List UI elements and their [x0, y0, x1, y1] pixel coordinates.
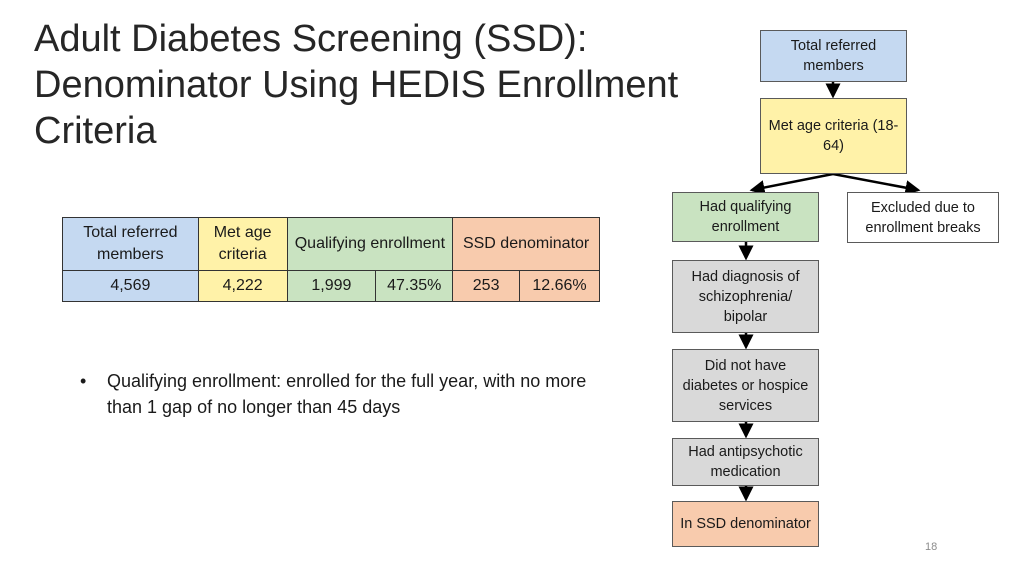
flow-box-excluded: Excluded due to enrollment breaks [847, 192, 999, 243]
flow-box-diagnosis: Had diagnosis of schizophrenia/ bipolar [672, 260, 819, 333]
title-line-3: Criteria [34, 110, 157, 152]
table-value-row: 4,569 4,222 1,999 47.35% 253 12.66% [62, 270, 600, 302]
title-line-1: Adult Diabetes Screening (SSD): [34, 18, 588, 60]
flow-box-no-diabetes: Did not have diabetes or hospice service… [672, 349, 819, 422]
value-total-referred: 4,569 [62, 270, 199, 302]
table-header-row: Total referred members Met age criteria … [62, 217, 600, 271]
value-qualifying-percent: 47.35% [375, 270, 454, 302]
title-line-2: Denominator Using HEDIS Enrollment [34, 64, 679, 106]
flow-box-antipsychotic: Had antipsychotic medication [672, 438, 819, 486]
header-met-age: Met age criteria [197, 217, 288, 271]
flow-box-met-age: Met age criteria (18-64) [760, 98, 907, 174]
value-ssd-count: 253 [452, 270, 521, 302]
flow-box-ssd-denominator: In SSD denominator [672, 501, 819, 547]
value-met-age: 4,222 [197, 270, 288, 302]
value-ssd-percent: 12.66% [519, 270, 600, 302]
summary-table: Total referred members Met age criteria … [62, 217, 600, 302]
slide-title: Adult Diabetes Screening (SSD): Denomina… [34, 16, 724, 154]
value-qualifying-count: 1,999 [286, 270, 377, 302]
header-ssd-denominator: SSD denominator [452, 217, 600, 271]
header-qualifying-enrollment: Qualifying enrollment [286, 217, 454, 271]
arrow-age-to-excluded [832, 172, 921, 196]
flow-box-total-referred: Total referred members [760, 30, 907, 82]
page-number: 18 [925, 541, 938, 553]
bullet-text: Qualifying enrollment: enrolled for the … [107, 371, 587, 417]
bullet-note: • Qualifying enrollment: enrolled for th… [80, 368, 620, 420]
flow-box-qualifying-enrollment: Had qualifying enrollment [672, 192, 819, 242]
bullet-marker: • [80, 371, 87, 391]
arrow-age-to-qualifying [749, 172, 834, 195]
